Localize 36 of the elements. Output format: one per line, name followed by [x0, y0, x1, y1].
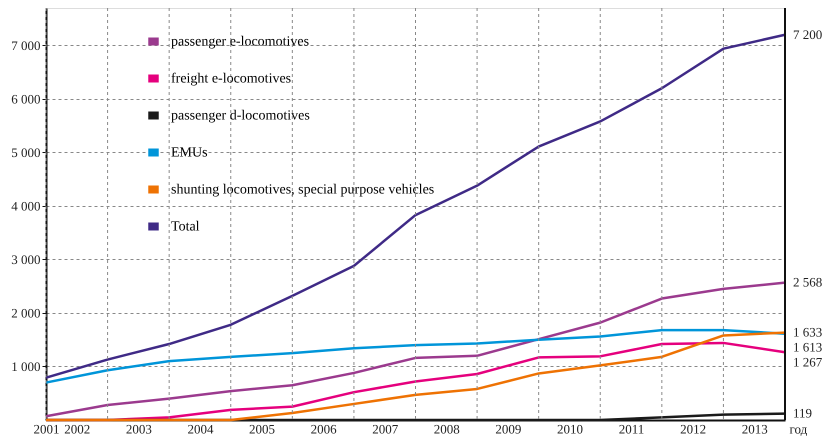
x-tick-label: 2009	[495, 422, 522, 436]
legend-label: shunting locomotives, special purpose vehicles	[171, 182, 434, 198]
x-tick-label: 2006	[310, 422, 338, 436]
data-label: 1 267	[793, 354, 823, 370]
x-tick-label: 2011	[618, 422, 644, 436]
data-label: 2 568	[793, 274, 822, 290]
y-tick-label: 7 000	[11, 38, 40, 53]
data-label: 7 200	[793, 26, 822, 42]
data-label: 1 613	[793, 340, 822, 355]
legend-label: passenger d-locomotives	[171, 108, 310, 124]
line-series	[44, 281, 786, 418]
y-tick-label: 2 000	[11, 305, 40, 320]
x-tick-label: 2008	[434, 422, 460, 436]
y-tick-label: 5 000	[11, 144, 40, 160]
x-tick-label: 2002	[64, 422, 90, 436]
legend-label: passenger e-locomotives	[171, 34, 310, 50]
legend-label: EMUs	[171, 146, 208, 160]
x-tick-label: 2007	[372, 422, 399, 436]
data-label: 1 633	[793, 324, 822, 340]
x-tick-label: 2004	[187, 422, 214, 436]
x-tick-label: 2013	[742, 422, 768, 436]
data-label: 119	[793, 406, 812, 421]
x-axis-title: год	[790, 422, 808, 436]
y-tick-label: 4 000	[11, 198, 40, 214]
line-series	[44, 34, 786, 379]
legend-label: Total	[171, 220, 200, 234]
x-tick-label: 2003	[126, 422, 152, 436]
legend-label: freight e-locomotives	[171, 72, 292, 86]
x-tick-label: 2012	[680, 422, 706, 436]
y-tick-label: 3 000	[11, 252, 40, 267]
y-tick-label: 1 000	[11, 358, 40, 374]
x-tick-label: 2010	[556, 422, 583, 436]
x-tick-label: 2005	[249, 422, 276, 436]
x-tick-label: 2001	[34, 422, 60, 436]
line-series	[44, 328, 786, 384]
y-tick-label: 6 000	[11, 91, 40, 106]
